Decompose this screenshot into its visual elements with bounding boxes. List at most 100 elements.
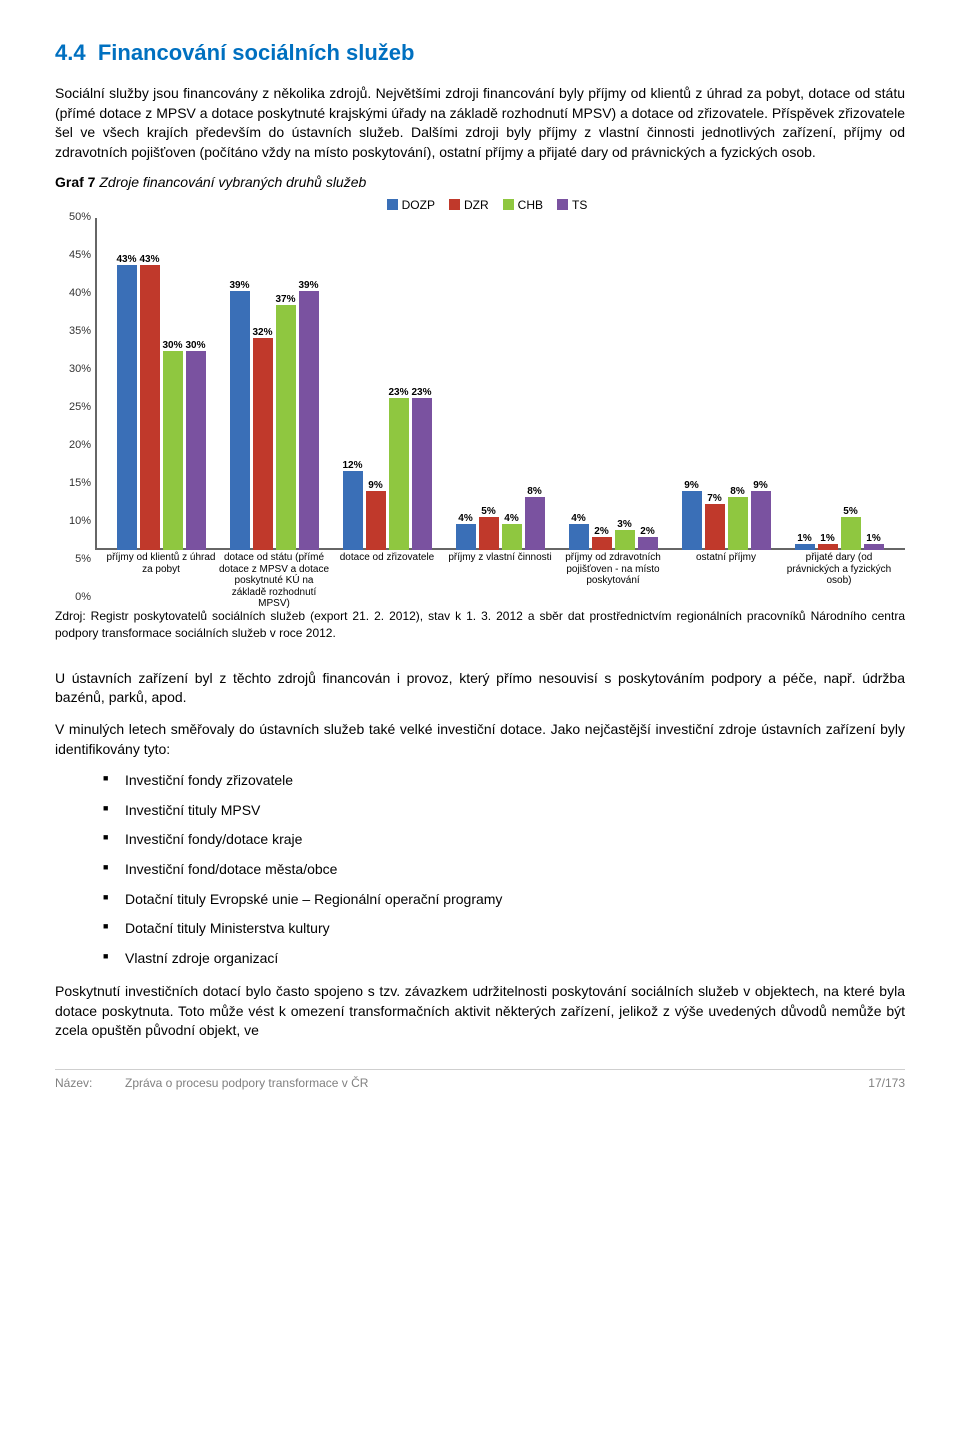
bar: 12%	[343, 471, 363, 551]
x-label: dotace od státu (přímé dotace z MPSV a d…	[218, 552, 331, 610]
bar-value-label: 30%	[185, 340, 205, 351]
x-label: příjmy od zdravotních pojišťoven - na mí…	[557, 552, 670, 587]
bar-value-label: 4%	[571, 513, 585, 524]
bar: 5%	[841, 517, 861, 550]
bar-group: 43%43%30%30%	[117, 218, 206, 550]
bar-value-label: 3%	[617, 519, 631, 530]
bar: 4%	[502, 524, 522, 551]
bar-value-label: 39%	[298, 280, 318, 291]
bar-value-label: 1%	[797, 533, 811, 544]
bar-group: 1%1%5%1%	[795, 218, 884, 550]
bar-value-label: 9%	[753, 480, 767, 491]
chart-legend: DOZPDZRCHBTS	[55, 198, 905, 212]
bar-value-label: 4%	[458, 513, 472, 524]
bar-value-label: 8%	[730, 486, 744, 497]
paragraph-intro: Sociální služby jsou financovány z někol…	[55, 84, 905, 162]
chart-xlabels: příjmy od klientů z úhrad za pobyt dotace…	[95, 550, 905, 598]
bullet-list: Investiční fondy zřizovatele Investiční t…	[103, 771, 905, 968]
section-number: 4.4	[55, 40, 86, 65]
bar: 1%	[864, 544, 884, 551]
bar: 1%	[795, 544, 815, 551]
bar: 23%	[389, 398, 409, 551]
section-title: 4.4 Financování sociálních služeb	[55, 40, 905, 66]
legend-swatch	[449, 199, 460, 210]
chart: DOZPDZRCHBTS 43%43%30%30%39%32%37%39%12%…	[55, 198, 905, 598]
footer-label: Název:	[55, 1076, 125, 1090]
chart-bars: 43%43%30%30%39%32%37%39%12%9%23%23%4%5%4…	[95, 218, 905, 550]
bar-group: 39%32%37%39%	[230, 218, 319, 550]
chart-source: Zdroj: Registr poskytovatelů sociálních …	[55, 608, 905, 640]
bar: 5%	[479, 517, 499, 550]
bar-group: 4%2%3%2%	[569, 218, 658, 550]
caption-graf: Graf 7	[55, 174, 95, 190]
bar-value-label: 2%	[640, 526, 654, 537]
paragraph-4: Poskytnutí investičních dotací bylo čast…	[55, 982, 905, 1041]
bar-group: 4%5%4%8%	[456, 218, 545, 550]
legend-label: TS	[572, 198, 587, 212]
chart-area: 43%43%30%30%39%32%37%39%12%9%23%23%4%5%4…	[55, 218, 905, 598]
bar: 39%	[230, 291, 250, 550]
bar-value-label: 23%	[388, 387, 408, 398]
footer-page: 17/173	[835, 1076, 905, 1090]
list-item: Dotační tituly Evropské unie – Regionáln…	[103, 890, 905, 910]
chart-caption: Graf 7 Zdroje financování vybraných druh…	[55, 174, 905, 190]
bar-value-label: 12%	[342, 460, 362, 471]
bar-value-label: 30%	[162, 340, 182, 351]
x-label: příjmy z vlastní činnosti	[444, 552, 557, 564]
bar: 30%	[186, 351, 206, 550]
footer-title: Zpráva o procesu podpory transformace v …	[125, 1076, 835, 1090]
bar: 8%	[728, 497, 748, 550]
bar-group: 9%7%8%9%	[682, 218, 771, 550]
list-item: Dotační tituly Ministerstva kultury	[103, 919, 905, 939]
bar: 4%	[569, 524, 589, 551]
legend-label: CHB	[518, 198, 543, 212]
bar: 23%	[412, 398, 432, 551]
list-item: Investiční tituly MPSV	[103, 801, 905, 821]
x-label: dotace od zřizovatele	[331, 552, 444, 564]
bar: 37%	[276, 305, 296, 551]
bar: 8%	[525, 497, 545, 550]
bar-group: 12%9%23%23%	[343, 218, 432, 550]
bar: 43%	[140, 265, 160, 551]
bar-value-label: 2%	[594, 526, 608, 537]
bar-value-label: 23%	[411, 387, 431, 398]
bar-value-label: 5%	[481, 506, 495, 517]
x-label: příjmy od klientů z úhrad za pobyt	[105, 552, 218, 575]
bar: 3%	[615, 530, 635, 550]
list-item: Investiční fond/dotace města/obce	[103, 860, 905, 880]
list-item: Vlastní zdroje organizací	[103, 949, 905, 969]
bar-value-label: 39%	[229, 280, 249, 291]
bar: 4%	[456, 524, 476, 551]
bar-value-label: 1%	[866, 533, 880, 544]
bar-value-label: 5%	[843, 506, 857, 517]
page-footer: Název: Zpráva o procesu podpory transfor…	[55, 1069, 905, 1090]
bar: 39%	[299, 291, 319, 550]
bar-value-label: 8%	[527, 486, 541, 497]
bar-value-label: 9%	[368, 480, 382, 491]
list-item: Investiční fondy/dotace kraje	[103, 830, 905, 850]
caption-rest: Zdroje financování vybraných druhů služe…	[95, 174, 366, 190]
bar-value-label: 37%	[275, 294, 295, 305]
bar-value-label: 43%	[116, 254, 136, 265]
bar: 2%	[592, 537, 612, 550]
bar: 9%	[751, 491, 771, 551]
paragraph-3: V minulých letech směřovaly do ústavních…	[55, 720, 905, 759]
x-label: ostatní příjmy	[670, 552, 783, 564]
bar: 1%	[818, 544, 838, 551]
bar: 9%	[682, 491, 702, 551]
legend-swatch	[503, 199, 514, 210]
section-title-text: Financování sociálních služeb	[98, 40, 415, 65]
bar-value-label: 43%	[139, 254, 159, 265]
list-item: Investiční fondy zřizovatele	[103, 771, 905, 791]
bar-value-label: 4%	[504, 513, 518, 524]
bar: 2%	[638, 537, 658, 550]
x-label: přijaté dary (od právnických a fyzických…	[783, 552, 896, 587]
bar: 32%	[253, 338, 273, 550]
bar-value-label: 9%	[684, 480, 698, 491]
bar: 30%	[163, 351, 183, 550]
legend-swatch	[387, 199, 398, 210]
legend-label: DOZP	[402, 198, 435, 212]
paragraph-2: U ústavních zařízení byl z těchto zdrojů…	[55, 669, 905, 708]
bar-value-label: 1%	[820, 533, 834, 544]
bar: 43%	[117, 265, 137, 551]
